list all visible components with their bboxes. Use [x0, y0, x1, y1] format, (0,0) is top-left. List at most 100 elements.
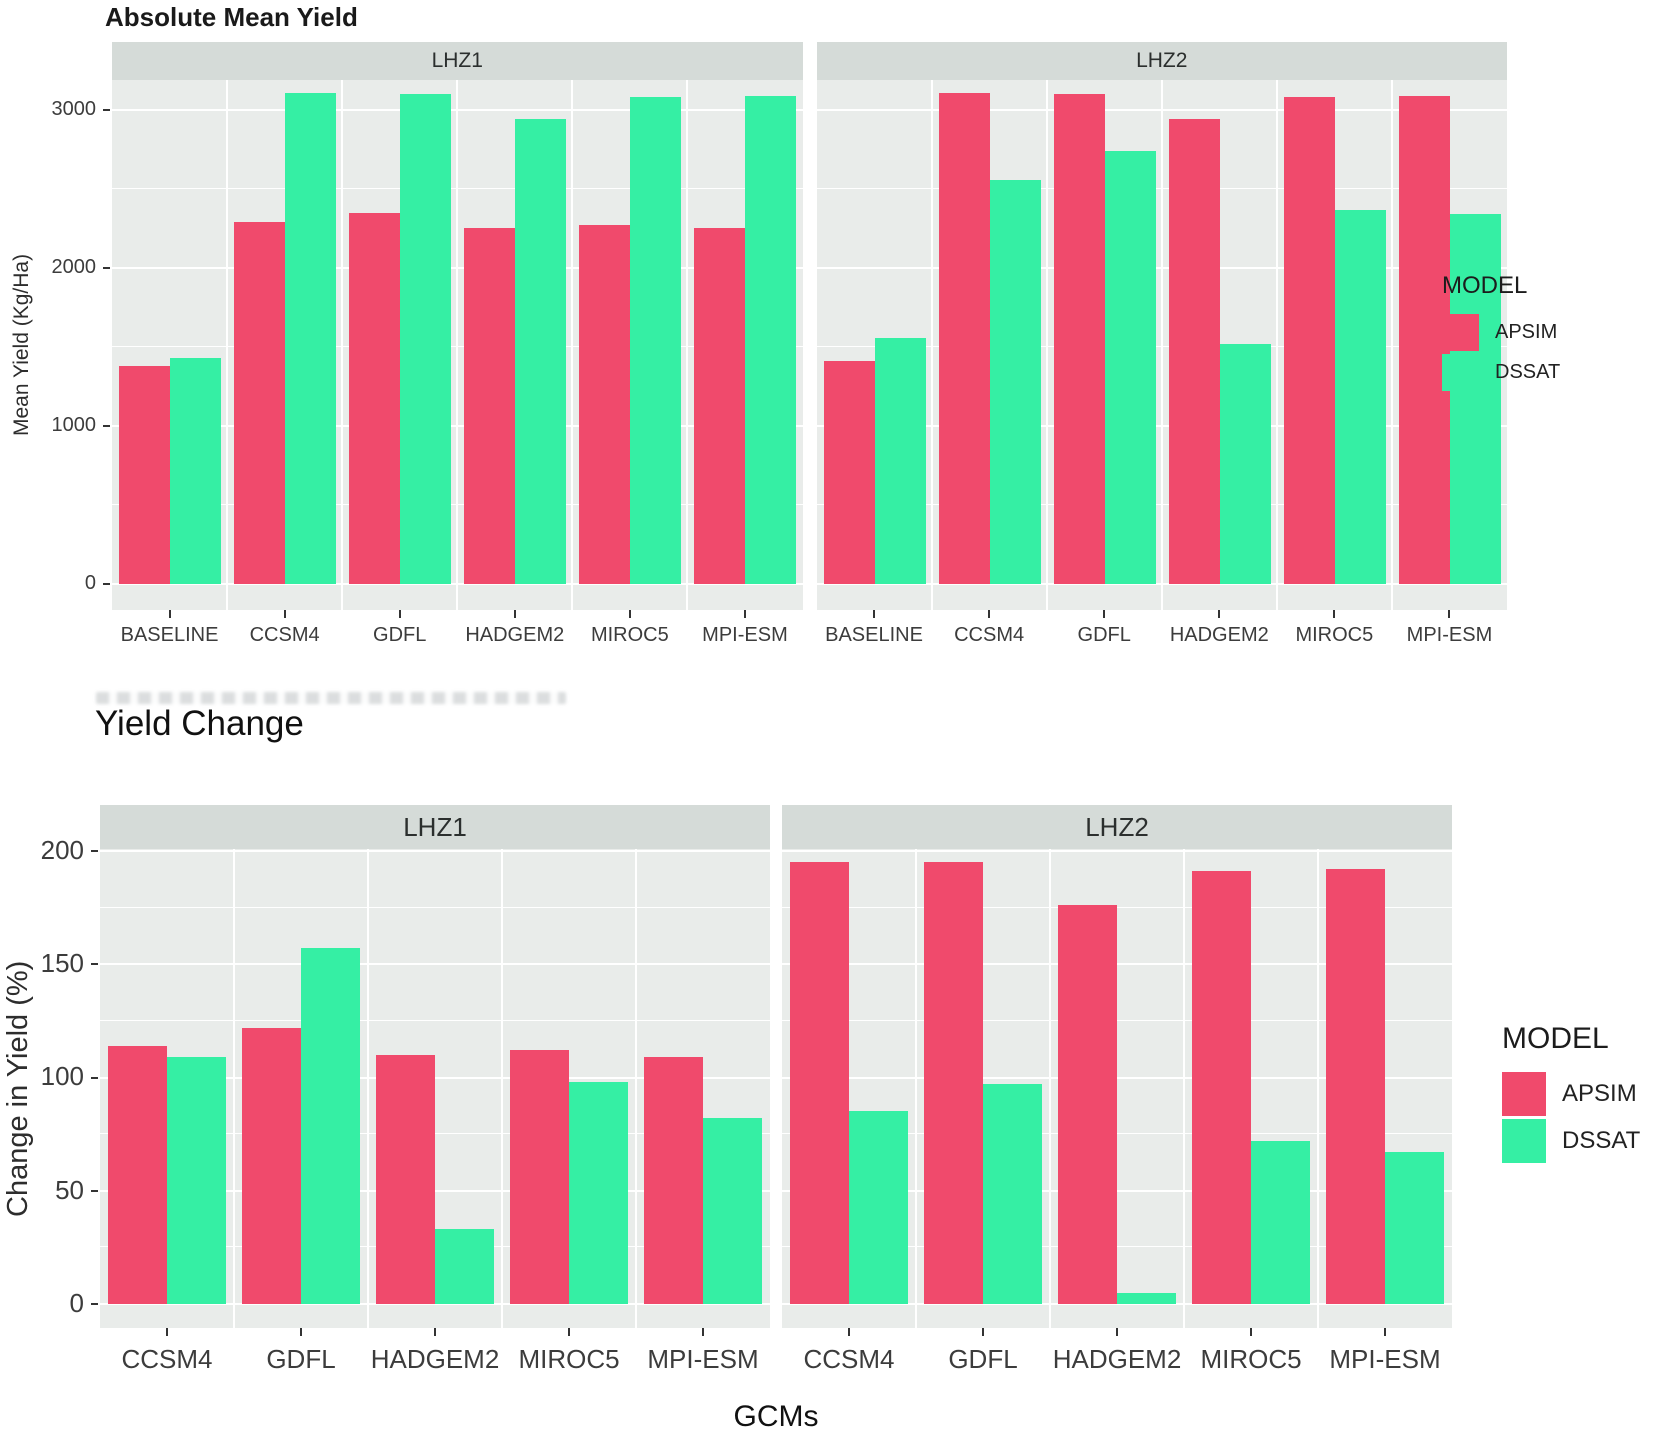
vertical-gridline	[456, 80, 458, 610]
bar-lhz2-gdfl-dssat	[983, 1084, 1042, 1304]
facet-strip-lhz1: LHZ1	[100, 805, 770, 849]
x-tick-label: MIROC5	[1295, 624, 1374, 646]
absolute-mean-yield-chart: Absolute Mean Yield Mean Yield (Kg/Ha) 0…	[0, 0, 1667, 660]
x-tick-mark	[1384, 1328, 1386, 1336]
y-tick-label: 150	[40, 948, 84, 979]
y-tick-label: 100	[40, 1061, 84, 1092]
x-tick-mark	[1448, 610, 1451, 618]
y-tick-label: 1000	[51, 413, 97, 436]
legend-item-dssat: DSSAT	[1442, 354, 1560, 391]
bar-lhz2-ccsm4-dssat	[849, 1111, 908, 1304]
vertical-gridline	[635, 849, 637, 1328]
y-tick-label: 2000	[51, 255, 97, 278]
bar-lhz2-ccsm4-apsim	[790, 862, 849, 1304]
bar-lhz2-miroc5-dssat	[1251, 1141, 1310, 1304]
bar-lhz1-miroc5-apsim	[579, 225, 630, 584]
legend-title: MODEL	[1442, 272, 1528, 299]
facet-strip-lhz1: LHZ1	[112, 42, 803, 80]
bar-lhz1-hadgem2-dssat	[435, 1229, 494, 1304]
minor-gridline	[100, 1019, 770, 1021]
apsim-color-swatch	[1442, 314, 1479, 351]
bar-lhz1-miroc5-apsim	[510, 1050, 569, 1304]
bar-lhz2-ccsm4-apsim	[938, 93, 990, 584]
major-gridline	[100, 850, 770, 852]
bar-lhz2-baseline-apsim	[823, 361, 875, 584]
legend-title: MODEL	[1502, 1022, 1609, 1055]
bar-lhz2-gdfl-apsim	[924, 862, 983, 1304]
y-tick-label: 50	[55, 1174, 84, 1205]
y-tick-label: 0	[84, 571, 96, 594]
legend-label-dssat: DSSAT	[1562, 1127, 1641, 1154]
vertical-gridline	[501, 849, 503, 1328]
major-gridline	[100, 1303, 770, 1305]
bar-lhz1-mpi-esm-dssat	[703, 1118, 762, 1304]
x-tick-label: GDFL	[1077, 624, 1131, 646]
bar-lhz2-miroc5-apsim	[1283, 97, 1335, 584]
x-tick-mark	[982, 1328, 984, 1336]
x-tick-mark	[873, 610, 876, 618]
vertical-gridline	[1275, 80, 1278, 610]
x-tick-label: MPI-ESM	[1406, 624, 1493, 646]
x-tick-label: CCSM4	[249, 624, 320, 646]
x-tick-label: HADGEM2	[1169, 624, 1269, 646]
bar-lhz1-miroc5-dssat	[569, 1082, 628, 1304]
bar-lhz1-miroc5-dssat	[630, 97, 681, 584]
vertical-gridline	[915, 849, 917, 1328]
x-tick-label: GDFL	[266, 1344, 336, 1374]
y-tick-mark	[103, 583, 110, 585]
y-tick-mark	[91, 1189, 98, 1192]
bar-lhz2-ccsm4-dssat	[989, 180, 1041, 584]
y-tick-mark	[91, 850, 98, 852]
vertical-gridline	[571, 80, 573, 610]
bar-lhz1-hadgem2-dssat	[515, 119, 566, 584]
x-tick-mark	[166, 1328, 168, 1336]
vertical-gridline	[1183, 849, 1185, 1328]
x-tick-mark	[1103, 610, 1106, 618]
y-tick-mark	[91, 1076, 98, 1079]
bar-lhz2-hadgem2-dssat	[1219, 344, 1271, 584]
x-tick-label: CCSM4	[803, 1344, 895, 1374]
bar-lhz2-hadgem2-dssat	[1117, 1293, 1176, 1304]
yield-change-chart: Yield Change Change in Yield (%) 0 50 100 1…	[0, 660, 1667, 1446]
bar-lhz2-gdfl-dssat	[1104, 151, 1156, 584]
x-tick-mark	[1250, 1328, 1252, 1336]
y-tick-label: 200	[40, 834, 84, 865]
legend-label-apsim: APSIM	[1562, 1080, 1637, 1107]
bar-lhz2-miroc5-apsim	[1192, 871, 1251, 1304]
x-tick-label: MIROC5	[1200, 1344, 1302, 1374]
x-tick-label: HADGEM2	[370, 1344, 500, 1374]
bar-lhz1-ccsm4-dssat	[285, 93, 336, 584]
chart-title: Yield Change	[95, 704, 304, 743]
minor-gridline	[782, 906, 1452, 908]
x-tick-mark	[988, 610, 991, 618]
bar-lhz2-mpi-esm-dssat	[1385, 1152, 1444, 1304]
vertical-gridline	[1045, 80, 1048, 610]
x-tick-mark	[628, 610, 631, 618]
bar-lhz1-ccsm4-apsim	[108, 1046, 167, 1304]
x-tick-mark	[434, 1328, 436, 1336]
bar-lhz2-mpi-esm-apsim	[1398, 96, 1450, 584]
major-gridline	[100, 963, 770, 966]
vertical-gridline	[367, 849, 369, 1328]
x-tick-label: MPI-ESM	[1329, 1344, 1441, 1374]
bar-lhz1-mpi-esm-apsim	[644, 1057, 703, 1304]
vertical-gridline	[930, 80, 933, 610]
x-tick-mark	[513, 610, 516, 618]
vertical-gridline	[1390, 80, 1393, 610]
x-tick-mark	[1116, 1328, 1118, 1336]
bar-lhz1-baseline-dssat	[170, 358, 221, 584]
apsim-color-swatch	[1502, 1072, 1546, 1116]
bar-lhz1-hadgem2-apsim	[376, 1055, 435, 1304]
major-gridline	[782, 1189, 1452, 1192]
bar-lhz1-mpi-esm-dssat	[745, 96, 796, 584]
bar-lhz1-gdfl-apsim	[349, 213, 400, 584]
dssat-color-swatch	[1502, 1119, 1546, 1163]
bar-lhz2-miroc5-dssat	[1334, 210, 1386, 584]
x-tick-label: CCSM4	[121, 1344, 213, 1374]
legend: MODEL APSIM DSSAT	[1502, 1022, 1640, 1166]
x-tick-label: GDFL	[948, 1344, 1018, 1374]
x-tick-mark	[300, 1328, 302, 1336]
bar-lhz2-baseline-dssat	[874, 338, 926, 584]
y-axis-label: Mean Yield (Kg/Ha)	[10, 253, 33, 437]
x-tick-mark	[283, 610, 286, 618]
